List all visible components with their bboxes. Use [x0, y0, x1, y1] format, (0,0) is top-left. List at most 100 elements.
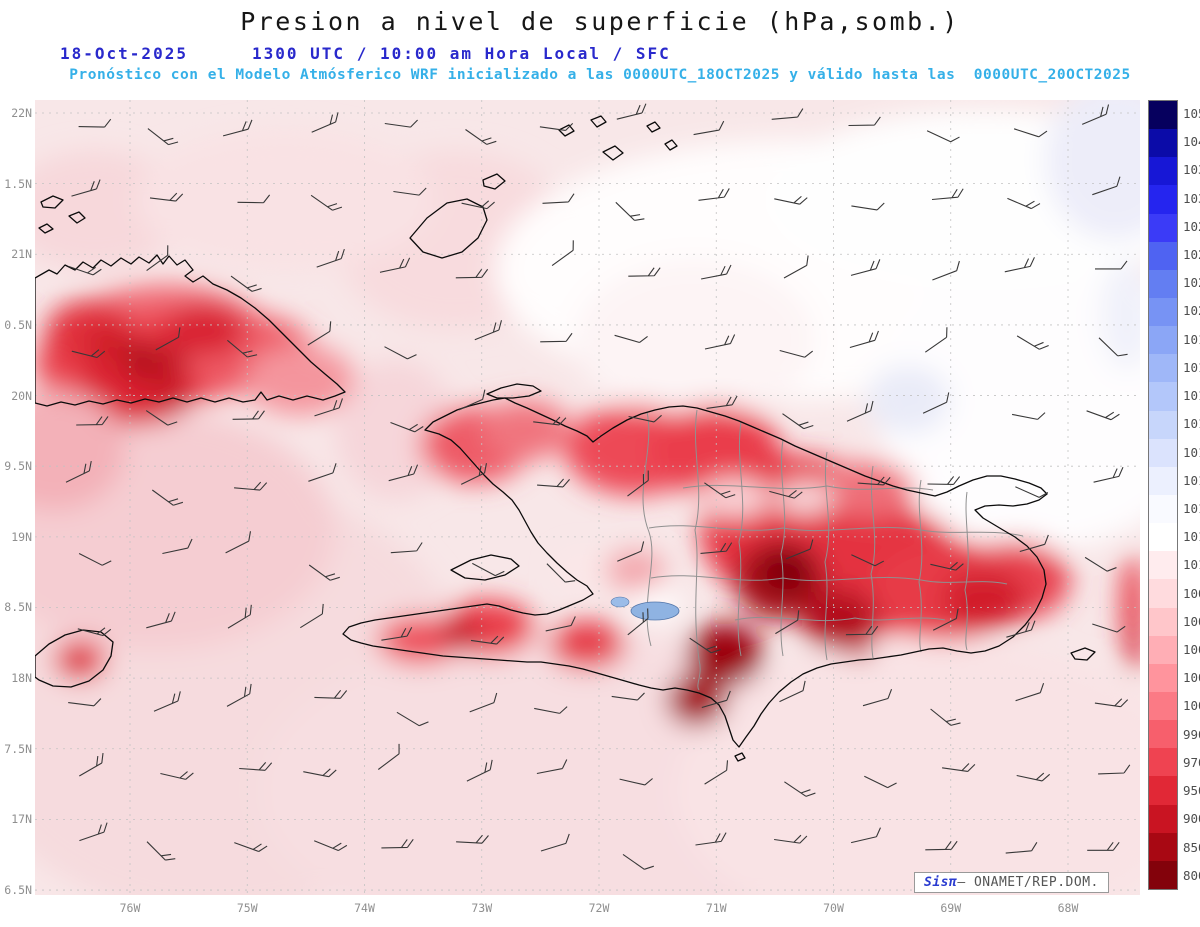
- pressure-shading-layer: [35, 100, 1140, 895]
- colorbar-tick-label: 970: [1183, 754, 1200, 770]
- colorbar-tick-label: 1019: [1183, 331, 1200, 347]
- lat-tick-label: 22N: [11, 106, 32, 120]
- colorbar-cell: [1149, 185, 1177, 214]
- colorbar-tick-label: 1012: [1183, 529, 1200, 545]
- cuba-coastline: [35, 254, 346, 407]
- colorbar-tick-label: 1002: [1183, 670, 1200, 686]
- colorbar-cell: [1149, 551, 1177, 580]
- colorbar-cell: [1149, 607, 1177, 636]
- lat-tick-label: 1.5N: [4, 176, 32, 191]
- colorbar-cell: [1149, 776, 1177, 805]
- colorbar-cell: [1149, 354, 1177, 383]
- colorbar-tick-label: 1020: [1183, 303, 1200, 319]
- pressure-map: [35, 100, 1140, 895]
- colorbar-cell: [1149, 297, 1177, 327]
- jamaica-coastline: [35, 629, 114, 688]
- lat-tick-label: 20N: [11, 388, 32, 403]
- colorbar-tick-label: 1013: [1183, 500, 1200, 516]
- lon-tick-label: 75W: [236, 901, 258, 915]
- colorbar-cell: [1149, 523, 1177, 552]
- saona-island: [1070, 647, 1096, 661]
- colorbar-tick-label: 850: [1183, 839, 1200, 855]
- beata-islet: [734, 752, 746, 762]
- turks-caicos: [558, 115, 678, 161]
- lon-tick-label: 71W: [705, 901, 727, 915]
- colorbar-cell: [1149, 494, 1177, 524]
- colorbar-cell: [1149, 410, 1177, 439]
- lat-tick-label: 21N: [11, 247, 32, 262]
- colorbar-cell: [1149, 326, 1177, 355]
- lat-tick-label: 17N: [11, 812, 32, 827]
- colorbar-tick-label: 1006: [1183, 613, 1200, 629]
- tortue-island: [486, 383, 542, 399]
- colorbar-cell: [1149, 748, 1177, 777]
- colorbar-tick-label: 1040: [1183, 134, 1200, 150]
- colorbar-tick-label: 1016: [1183, 416, 1200, 432]
- colorbar-tick-label: 1025: [1183, 247, 1200, 263]
- gonave-island: [450, 554, 520, 581]
- colorbar-cell: [1149, 438, 1177, 467]
- colorbar-cell: [1149, 691, 1177, 721]
- colorbar-tick-label: 1008: [1183, 585, 1200, 601]
- colorbar-tick-label: 1017: [1183, 388, 1200, 404]
- watermark-box: Sisπ– ONAMET/REP.DOM.: [914, 872, 1109, 893]
- lat-tick-label: 18N: [11, 671, 32, 686]
- lon-tick-label: 73W: [471, 901, 493, 915]
- colorbar-tick-label: 1050: [1183, 106, 1200, 121]
- colorbar-cell: [1149, 157, 1177, 186]
- colorbar-tick-label: 1028: [1183, 218, 1200, 234]
- little-inagua: [482, 173, 506, 190]
- model-info-line: Pronóstico con el Modelo Atmósferico WRF…: [69, 67, 1131, 83]
- coastline-layer: [35, 115, 1096, 762]
- lat-tick-label: 9.5N: [4, 459, 32, 474]
- lon-tick-label: 74W: [354, 901, 375, 915]
- colorbar-tick-label: 1014: [1183, 472, 1200, 488]
- colorbar-tick-label: 1030: [1183, 190, 1200, 206]
- colorbar-cell: [1149, 860, 1177, 889]
- colorbar-tick-label: 1018: [1183, 359, 1200, 375]
- lat-tick-label: 0.5N: [4, 317, 32, 332]
- forecast-time: 1300 UTC / 10:00 am Hora Local / SFC: [252, 44, 671, 63]
- colorbar-cell: [1149, 832, 1177, 861]
- cuba-cays: [38, 195, 86, 234]
- colorbar-cell: [1149, 269, 1177, 298]
- colorbar-cell: [1149, 101, 1177, 130]
- lon-tick-label: 69W: [940, 901, 962, 915]
- colorbar-cell: [1149, 804, 1177, 833]
- colorbar-tick-label: 800: [1183, 867, 1200, 883]
- wind-barbs-layer: [65, 103, 1131, 870]
- lat-tick-label: 8.5N: [4, 600, 32, 615]
- colorbar-cell: [1149, 466, 1177, 495]
- colorbar-tick-label: 1004: [1183, 642, 1200, 658]
- colorbar-cell: [1149, 382, 1177, 411]
- colorbar-cell: [1149, 241, 1177, 270]
- colorbar-tick-label: 1022: [1183, 275, 1200, 291]
- colorbar-cell: [1149, 129, 1177, 158]
- lon-tick-label: 70W: [823, 901, 844, 915]
- colorbar-cell: [1149, 663, 1177, 692]
- page-title: Presion a nivel de superficie (hPa,somb.…: [240, 7, 960, 36]
- subtitle-line: 18-Oct-2025 1300 UTC / 10:00 am Hora Loc…: [0, 44, 1200, 64]
- colorbar-tick-label: 900: [1183, 811, 1200, 827]
- watermark-brand: Sisπ: [924, 875, 958, 890]
- colorbar-cell: [1149, 720, 1177, 749]
- colorbar-tick-label: 1000: [1183, 698, 1200, 714]
- lat-tick-label: 7.5N: [4, 741, 32, 756]
- lon-tick-label: 68W: [1057, 901, 1079, 915]
- map-canvas: [35, 100, 1140, 895]
- colorbar-tick-label: 1015: [1183, 444, 1200, 460]
- lon-tick-label: 76W: [119, 901, 141, 915]
- colorbar-tick-label: 990: [1183, 726, 1200, 742]
- pressure-colorbar: [1148, 100, 1178, 890]
- watermark-text: – ONAMET/REP.DOM.: [957, 875, 1099, 890]
- lon-tick-label: 72W: [588, 901, 610, 915]
- colorbar-cell: [1149, 635, 1177, 664]
- great-inagua: [409, 198, 488, 259]
- colorbar-cell: [1149, 579, 1177, 608]
- lake-azuei: [610, 596, 630, 608]
- lat-tick-label: 19N: [11, 529, 32, 544]
- colorbar-tick-label: 950: [1183, 783, 1200, 799]
- lake-enriquillo: [630, 601, 680, 621]
